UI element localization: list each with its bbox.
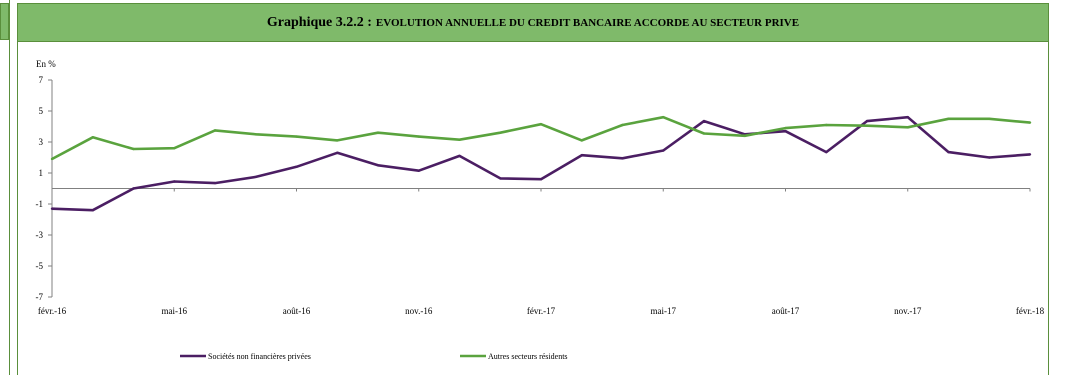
data-point	[213, 181, 217, 185]
data-point	[947, 150, 950, 154]
data-point	[417, 169, 420, 172]
y-tick-label: -7	[36, 292, 44, 302]
left-panel-tab	[0, 3, 9, 40]
x-tick-label: févr.-17	[527, 306, 556, 316]
legend-label-1: Sociétés non financières privées	[208, 352, 311, 361]
data-point	[947, 117, 950, 121]
data-point	[621, 123, 624, 127]
x-tick-label: nov.-17	[894, 306, 922, 316]
x-tick-label: mai-17	[651, 306, 677, 316]
series-line-1	[51, 115, 1031, 212]
data-point	[1028, 153, 1032, 156]
data-point	[50, 157, 54, 161]
data-point	[865, 119, 869, 123]
data-point	[295, 135, 298, 138]
data-point	[91, 209, 95, 212]
data-point	[173, 147, 176, 150]
data-point	[906, 126, 909, 129]
data-point	[539, 178, 543, 181]
y-tick-label: -5	[36, 261, 44, 271]
data-point	[988, 117, 991, 121]
data-point	[213, 129, 217, 132]
y-tick-label: -1	[36, 199, 44, 209]
x-tick-label: févr.-18	[1016, 306, 1045, 316]
chart-title-bar: Graphique 3.2.2 : EVOLUTION ANNUELLE DU …	[18, 4, 1048, 42]
data-point	[254, 133, 257, 136]
y-tick-label: -3	[36, 230, 44, 240]
data-point	[580, 154, 583, 157]
data-point	[743, 134, 746, 137]
y-tick-label: 3	[39, 137, 44, 147]
chart-title-text: EVOLUTION ANNUELLE DU CREDIT BANCAIRE AC…	[375, 16, 800, 29]
x-tick-label: août-16	[283, 306, 311, 316]
data-point	[1028, 121, 1032, 124]
y-tick-label: 5	[39, 106, 44, 116]
data-point	[50, 207, 54, 210]
y-axis-label: En %	[36, 59, 56, 69]
data-point	[702, 132, 706, 135]
data-point	[499, 131, 502, 134]
data-point	[458, 138, 461, 141]
x-tick-label: mai-16	[162, 306, 188, 316]
data-point	[336, 151, 339, 154]
data-point	[295, 165, 298, 168]
data-point	[580, 139, 583, 142]
data-point	[539, 123, 543, 126]
data-point	[132, 147, 135, 151]
data-point	[702, 119, 706, 123]
data-point	[91, 136, 95, 139]
data-point	[173, 180, 176, 183]
data-point	[458, 154, 461, 158]
x-tick-label: nov.-16	[405, 306, 433, 316]
data-point	[499, 177, 502, 180]
data-point	[662, 116, 665, 119]
data-point	[784, 130, 787, 133]
x-tick-label: févr.-16	[38, 306, 67, 316]
chart-title-number: Graphique 3.2.2 :	[266, 14, 372, 30]
data-point	[336, 139, 339, 142]
y-tick-label: 1	[39, 168, 44, 178]
data-point	[132, 187, 135, 190]
data-point	[254, 175, 257, 179]
left-panel-edge	[0, 0, 10, 375]
x-tick-label: août-17	[772, 306, 800, 316]
data-point	[865, 124, 869, 127]
data-point	[417, 135, 420, 138]
data-point	[621, 157, 624, 160]
data-point	[906, 116, 909, 119]
y-tick-label: 7	[39, 75, 44, 85]
data-point	[784, 126, 787, 130]
data-point	[376, 131, 380, 134]
data-point	[825, 123, 828, 127]
legend-label-2: Autres secteurs résidents	[488, 352, 568, 361]
data-point	[662, 149, 665, 152]
data-point	[825, 150, 828, 154]
data-point	[988, 156, 991, 159]
data-point	[376, 164, 380, 167]
